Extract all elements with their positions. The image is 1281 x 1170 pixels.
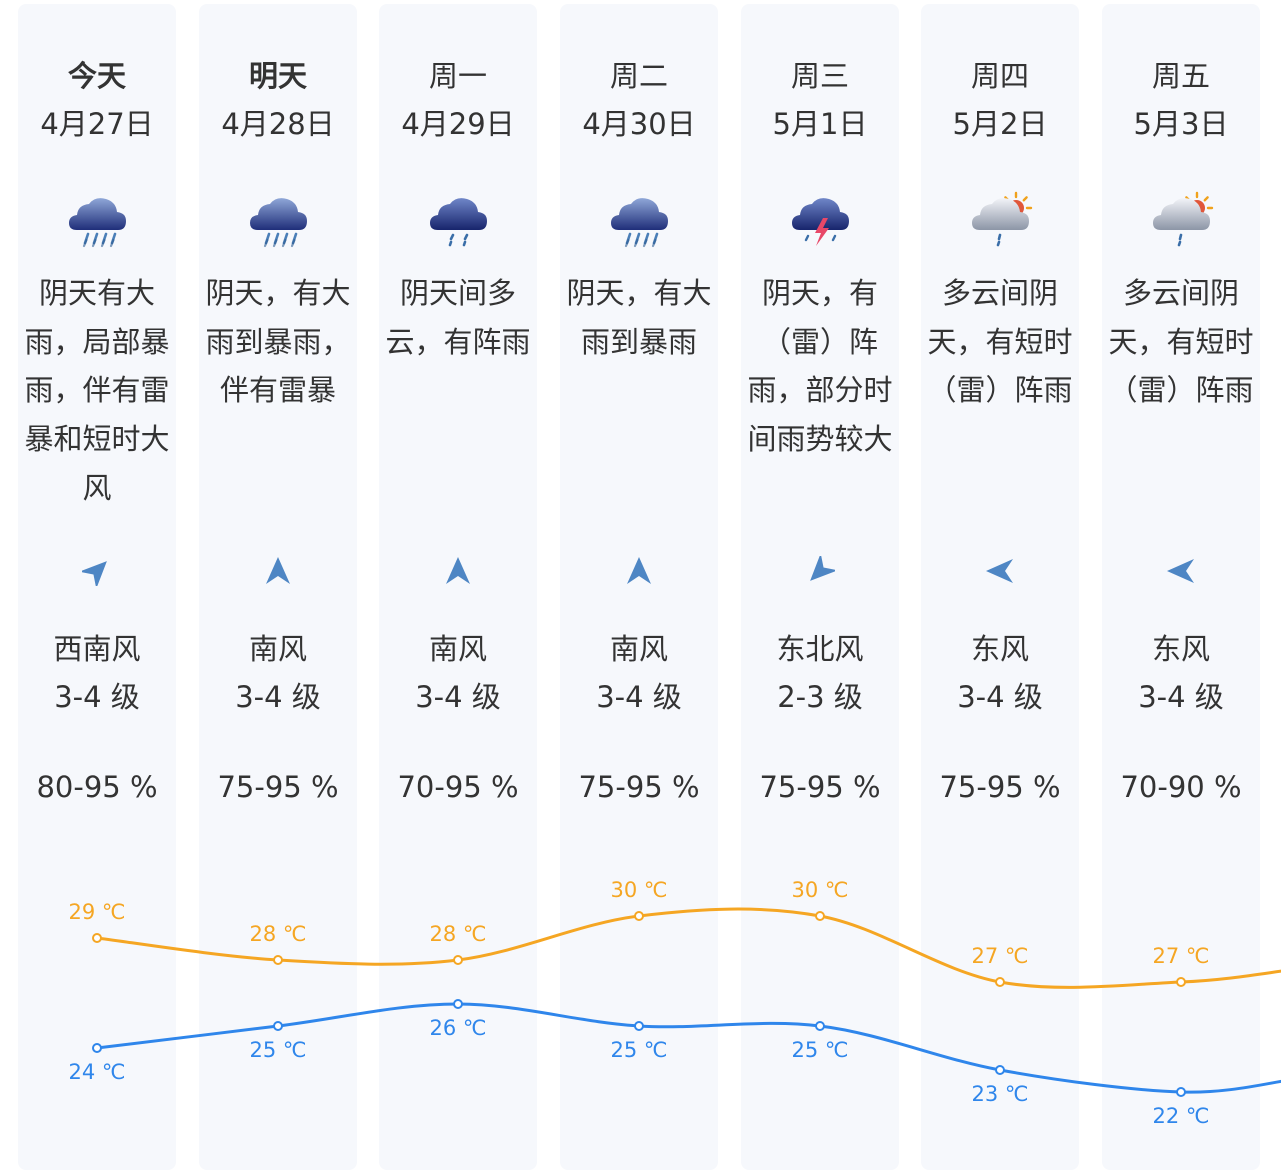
wind-level: 3-4 级 xyxy=(54,680,140,714)
wind-direction: 南风 xyxy=(428,632,487,666)
day-column-5: 周四 5月2日 多云间阴天，有短时（雷）阵雨 东风 3-4 级 75-95 % xyxy=(921,4,1079,1170)
day-date: 4月28日 xyxy=(221,107,335,141)
weather-description: 多云间阴天，有短时（雷）阵雨 xyxy=(1108,276,1254,408)
wind-direction-arrow-icon xyxy=(446,557,470,584)
day-column-1: 明天 4月28日 阴天，有大雨到暴雨，伴有雷暴 南风 3-4 级 75-95 % xyxy=(199,4,357,1170)
wind-level: 2-3 级 xyxy=(777,680,863,714)
humidity: 75-95 % xyxy=(939,770,1061,804)
wind-direction-arrow-icon xyxy=(986,559,1013,583)
day-name: 周二 xyxy=(609,59,668,93)
weather-description: 阴天间多云，有阵雨 xyxy=(385,276,531,359)
wind-level: 3-4 级 xyxy=(596,680,682,714)
wind-direction-arrow-icon xyxy=(266,557,290,584)
heavy-rain-icon xyxy=(250,198,307,248)
day-name: 今天 xyxy=(67,59,126,93)
day-column-4: 周三 5月1日 阴天，有（雷）阵雨，部分时间雨势较大 东北风 2-3 级 75-… xyxy=(741,4,899,1170)
wind-direction-arrow-icon xyxy=(810,556,835,581)
weather-description: 阴天，有大雨到暴雨 xyxy=(566,276,712,359)
wind-direction: 东风 xyxy=(970,632,1029,666)
wind-direction: 东风 xyxy=(1151,632,1210,666)
day-name: 明天 xyxy=(248,59,307,93)
humidity: 70-95 % xyxy=(397,770,519,804)
day-date: 4月29日 xyxy=(401,107,515,141)
humidity: 80-95 % xyxy=(36,770,158,804)
weather-description: 阴天，有（雷）阵雨，部分时间雨势较大 xyxy=(747,276,893,457)
weather-description: 阴天，有大雨到暴雨，伴有雷暴 xyxy=(205,276,351,408)
wind-direction-arrow-icon xyxy=(82,561,107,586)
wind-level: 3-4 级 xyxy=(957,680,1043,714)
day-date: 5月2日 xyxy=(952,107,1048,141)
humidity: 75-95 % xyxy=(759,770,881,804)
wind-direction: 西南风 xyxy=(53,632,141,666)
wind-direction-arrow-icon xyxy=(1167,559,1194,583)
humidity: 75-95 % xyxy=(578,770,700,804)
humidity: 75-95 % xyxy=(217,770,339,804)
day-column-2: 周一 4月29日 阴天间多云，有阵雨 南风 3-4 级 70-95 % xyxy=(379,4,537,1170)
day-date: 4月27日 xyxy=(40,107,154,141)
thunderstorm-icon xyxy=(792,198,849,246)
partly-cloudy-shower-icon xyxy=(1153,191,1214,247)
day-date: 5月1日 xyxy=(772,107,868,141)
heavy-rain-icon xyxy=(611,198,668,248)
humidity: 70-90 % xyxy=(1120,770,1242,804)
wind-direction: 东北风 xyxy=(776,632,864,666)
wind-direction: 南风 xyxy=(248,632,307,666)
partly-cloudy-shower-icon xyxy=(972,191,1033,247)
day-column-0: 今天 4月27日 阴天有大雨，局部暴雨，伴有雷暴和短时大风 西南风 3-4 级 … xyxy=(18,4,176,1170)
wind-level: 3-4 级 xyxy=(235,680,321,714)
day-name: 周五 xyxy=(1151,59,1210,93)
day-name: 周三 xyxy=(790,59,849,93)
day-column-3: 周二 4月30日 阴天，有大雨到暴雨 南风 3-4 级 75-95 % xyxy=(560,4,718,1170)
wind-direction-arrow-icon xyxy=(627,557,651,584)
shower-icon xyxy=(430,198,487,247)
day-date: 5月3日 xyxy=(1133,107,1229,141)
wind-level: 3-4 级 xyxy=(415,680,501,714)
heavy-rain-icon xyxy=(69,198,126,248)
day-column-6: 周五 5月3日 多云间阴天，有短时（雷）阵雨 东风 3-4 级 70-90 % xyxy=(1102,4,1260,1170)
wind-level: 3-4 级 xyxy=(1138,680,1224,714)
day-name: 周四 xyxy=(970,59,1029,93)
weather-description: 阴天有大雨，局部暴雨，伴有雷暴和短时大风 xyxy=(24,276,170,505)
day-date: 4月30日 xyxy=(582,107,696,141)
day-name: 周一 xyxy=(428,59,487,93)
weather-description: 多云间阴天，有短时（雷）阵雨 xyxy=(927,276,1073,408)
wind-direction: 南风 xyxy=(609,632,668,666)
